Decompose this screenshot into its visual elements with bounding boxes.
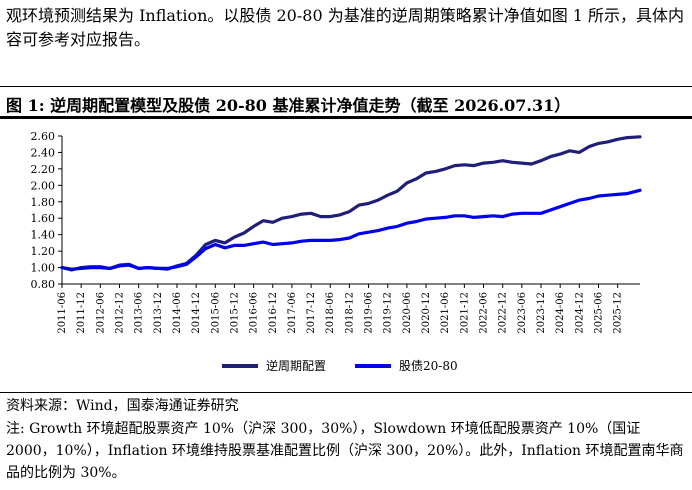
y-tick-label: 2.00: [31, 179, 56, 192]
chart-legend: 逆周期配置 股债20-80: [222, 358, 458, 373]
y-tick-label: 2.60: [31, 130, 56, 143]
source-top-rule: [0, 392, 692, 393]
x-tick-label: 2014-12: [191, 292, 202, 334]
legend-label-2: 股债20-80: [399, 359, 458, 373]
chart-series: [60, 135, 642, 272]
chart-axes: [61, 136, 640, 285]
y-tick-label: 2.40: [31, 146, 56, 159]
figure-title: 图 1: 逆周期配置模型及股债 20-80 基准累计净值走势（截至 2026.0…: [6, 96, 571, 115]
y-tick-label: 1.60: [31, 212, 56, 225]
x-tick-label: 2013-06: [134, 292, 145, 334]
chart-note: 注: Growth 环境超配股票资产 10%（沪深 300，30%），Slowd…: [6, 421, 684, 481]
y-tick-label: 1.40: [31, 229, 56, 242]
x-tick-label: 2017-06: [287, 292, 298, 334]
x-tick-label: 2022-12: [498, 292, 509, 334]
x-tick-label: 2021-06: [440, 292, 451, 334]
x-tick-label: 2024-12: [574, 292, 585, 334]
series-line-1: [60, 135, 642, 272]
x-tick-label: 2023-06: [517, 292, 528, 334]
x-tick-label: 2019-12: [383, 292, 394, 334]
x-tick-label: 2019-06: [364, 292, 375, 334]
x-tick-label: 2025-12: [613, 292, 624, 334]
x-tick-label: 2025-06: [593, 292, 604, 334]
y-tick-label: 0.80: [31, 278, 56, 291]
x-tick-label: 2015-12: [229, 292, 240, 334]
y-tick-label: 1.20: [31, 245, 56, 258]
y-tick-label: 1.00: [31, 262, 56, 275]
x-tick-label: 2011-06: [57, 292, 68, 334]
y-tick-label: 2.20: [31, 163, 56, 176]
x-axis-ticks: 2011-06 2011-12 2012-06 2012-12 2013-06 2013-…: [57, 284, 624, 334]
line-chart: 0.80 1.00 1.20 1.40 1.60 1.80 2.00 2.20 2.40 2.60…: [31, 130, 642, 373]
intro-paragraph: 观环境预测结果为 Inflation。以股债 20-80 为基准的逆周期策略累计…: [6, 6, 685, 49]
x-tick-label: 2017-12: [306, 292, 317, 334]
x-tick-label: 2014-06: [172, 292, 183, 334]
x-tick-label: 2012-06: [95, 292, 106, 334]
figure-title-bottom-rule: [0, 116, 692, 119]
x-tick-label: 2016-06: [249, 292, 260, 334]
x-tick-label: 2016-12: [268, 292, 279, 334]
x-tick-label: 2020-12: [421, 292, 432, 334]
x-tick-label: 2013-12: [153, 292, 164, 334]
legend-label-1: 逆周期配置: [266, 358, 326, 373]
x-tick-label: 2021-12: [459, 292, 470, 334]
source-line: 资料来源：Wind，国泰海通证券研究: [6, 398, 239, 414]
x-tick-label: 2023-12: [536, 292, 547, 334]
x-tick-label: 2018-06: [325, 292, 336, 334]
x-tick-label: 2018-12: [344, 292, 355, 334]
x-tick-label: 2011-12: [76, 292, 87, 334]
y-tick-label: 1.80: [31, 196, 56, 209]
x-tick-label: 2012-12: [114, 292, 125, 334]
x-tick-label: 2024-06: [555, 292, 566, 334]
x-tick-label: 2015-06: [210, 292, 221, 334]
y-axis-ticks: 0.80 1.00 1.20 1.40 1.60 1.80 2.00 2.20 2.40 2.60: [31, 130, 62, 291]
figure-title-top-rule: [0, 86, 692, 87]
series-line-2: [60, 188, 642, 271]
x-tick-label: 2022-06: [479, 292, 490, 334]
x-tick-label: 2020-06: [402, 292, 413, 334]
